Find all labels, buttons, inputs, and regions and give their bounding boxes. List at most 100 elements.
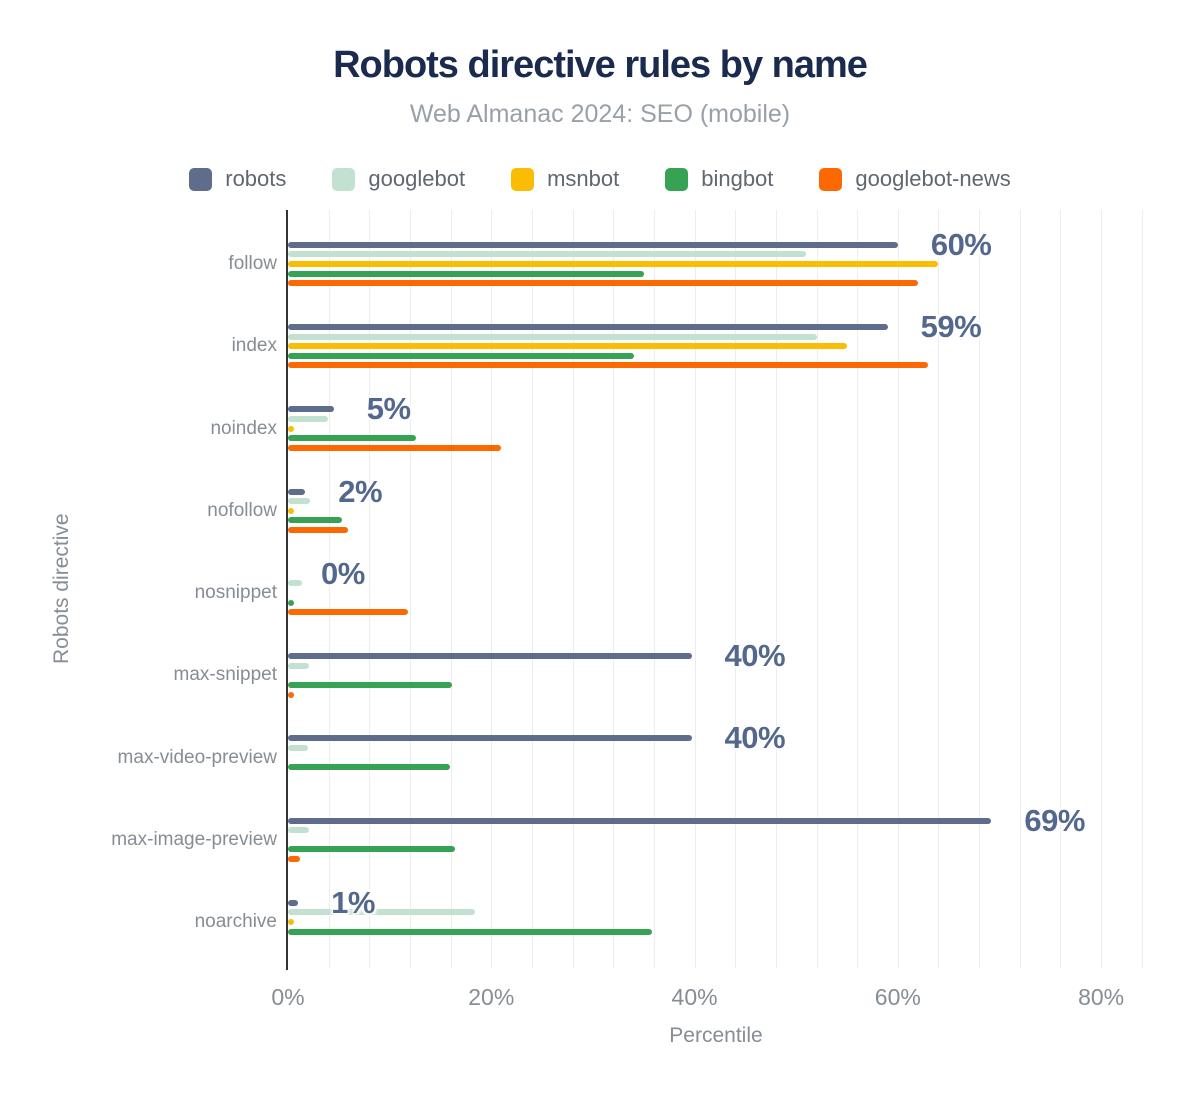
- value-label-max-video-preview: 40%: [724, 720, 786, 756]
- legend-swatch-icon: [189, 167, 213, 191]
- x-tick-label: 60%: [874, 984, 921, 1010]
- legend-swatch-icon: [511, 167, 535, 191]
- bar-bingbot-max-snippet: [288, 681, 452, 688]
- gridline: [938, 210, 940, 968]
- legend-label: bingbot: [701, 166, 774, 191]
- value-label-nofollow: 2%: [338, 473, 383, 509]
- bar-googlebot-news-max-image-preview: [288, 856, 301, 863]
- bar-bingbot-follow: [288, 270, 644, 277]
- bar-robots-follow: [288, 241, 898, 248]
- gridline: [450, 210, 452, 968]
- legend-label: googlebot: [368, 166, 466, 191]
- bar-msnbot-follow: [288, 261, 939, 267]
- legend-swatch-icon: [819, 167, 843, 191]
- gridline: [979, 210, 981, 968]
- x-tick-label: 0%: [271, 984, 305, 1010]
- bar-msnbot-nofollow: [288, 507, 294, 514]
- legend-item-msnbot: msnbot: [511, 166, 619, 192]
- gridline: [531, 210, 533, 968]
- gridline: [1141, 210, 1143, 968]
- gridline: [775, 210, 777, 968]
- gridline: [735, 210, 737, 968]
- category-label-follow: follow: [228, 253, 277, 274]
- value-label-max-image-preview: 69%: [1024, 802, 1085, 838]
- bar-bingbot-nosnippet: [288, 599, 294, 606]
- gridline: [409, 210, 411, 968]
- legend-item-googlebot-news: googlebot-news: [819, 166, 1011, 192]
- gridline: [694, 210, 696, 968]
- gridline: [897, 210, 899, 968]
- bar-googlebot-follow: [288, 251, 807, 258]
- x-tick-label: 40%: [671, 984, 718, 1010]
- category-label-max-video-preview: max-video-preview: [117, 746, 277, 768]
- bar-googlebot-nosnippet: [288, 580, 303, 587]
- category-label-index: index: [231, 335, 277, 357]
- bar-msnbot-noarchive: [288, 919, 294, 926]
- bar-googlebot-news-follow: [288, 280, 919, 287]
- bar-robots-noarchive: [288, 899, 299, 906]
- gridline: [1101, 210, 1103, 968]
- chart-title: Robots directive rules by name: [333, 44, 868, 86]
- legend-label: robots: [225, 166, 287, 191]
- gridline: [857, 210, 859, 968]
- bar-robots-nofollow: [288, 488, 306, 495]
- bar-googlebot-noindex: [288, 415, 328, 422]
- x-tick-label: 20%: [468, 984, 515, 1010]
- bar-robots-max-snippet: [288, 653, 692, 660]
- legend: robots googlebot msnbot bingbot googlebot-ne…: [0, 166, 1200, 192]
- category-label-nofollow: nofollow: [207, 499, 277, 521]
- value-label-noarchive: 1%: [331, 884, 375, 920]
- gridline: [328, 210, 330, 968]
- value-label-nosnippet: 0%: [321, 555, 365, 591]
- bar-robots-max-video-preview: [288, 735, 692, 742]
- x-axis-title: Percentile: [669, 1024, 763, 1047]
- bar-bingbot-max-video-preview: [288, 764, 450, 771]
- bar-bingbot-noindex: [288, 435, 417, 442]
- bar-googlebot-max-video-preview: [288, 744, 309, 751]
- value-label-noindex: 5%: [366, 391, 411, 427]
- bar-bingbot-noarchive: [288, 928, 652, 935]
- gridline: [653, 210, 655, 968]
- bar-msnbot-index: [288, 343, 848, 350]
- bar-googlebot-index: [288, 333, 817, 340]
- gridline: [613, 210, 615, 968]
- legend-item-bingbot: bingbot: [665, 166, 773, 192]
- bar-googlebot-news-max-snippet: [288, 691, 294, 698]
- value-label-index: 59%: [920, 309, 982, 345]
- category-label-max-snippet: max-snippet: [173, 664, 278, 686]
- bar-googlebot-news-noindex: [288, 444, 502, 451]
- bar-googlebot-news-nofollow: [288, 526, 348, 533]
- chart-subtitle: Web Almanac 2024: SEO (mobile): [409, 100, 791, 128]
- bar-googlebot-max-image-preview: [288, 827, 310, 834]
- value-label-max-snippet: 40%: [724, 638, 786, 674]
- legend-swatch-icon: [332, 167, 356, 191]
- bar-googlebot-news-index: [288, 362, 929, 369]
- bar-robots-index: [288, 324, 888, 331]
- legend-label: msnbot: [547, 166, 620, 191]
- y-axis-line: [286, 210, 288, 970]
- category-label-nosnippet: nosnippet: [194, 582, 277, 604]
- x-tick-label: 80%: [1078, 984, 1125, 1010]
- gridline: [1060, 210, 1062, 968]
- bar-googlebot-noarchive: [288, 909, 476, 916]
- legend-item-googlebot: googlebot: [332, 166, 465, 192]
- gridline: [816, 210, 818, 968]
- bar-bingbot-max-image-preview: [288, 846, 455, 853]
- bar-robots-max-image-preview: [288, 817, 992, 824]
- bar-bingbot-nofollow: [288, 517, 342, 524]
- bar-bingbot-index: [288, 352, 634, 359]
- gridline: [491, 210, 493, 968]
- legend-item-robots: robots: [189, 166, 286, 192]
- legend-label: googlebot-news: [855, 166, 1011, 191]
- category-label-max-image-preview: max-image-preview: [111, 828, 277, 850]
- value-label-follow: 60%: [930, 226, 992, 262]
- bar-googlebot-max-snippet: [288, 662, 310, 669]
- bar-googlebot-nofollow: [288, 498, 311, 505]
- category-label-noarchive: noarchive: [194, 911, 277, 933]
- bar-googlebot-news-nosnippet: [288, 609, 408, 616]
- gridline: [572, 210, 574, 968]
- category-label-noindex: noindex: [210, 417, 277, 439]
- gridline: [369, 210, 371, 968]
